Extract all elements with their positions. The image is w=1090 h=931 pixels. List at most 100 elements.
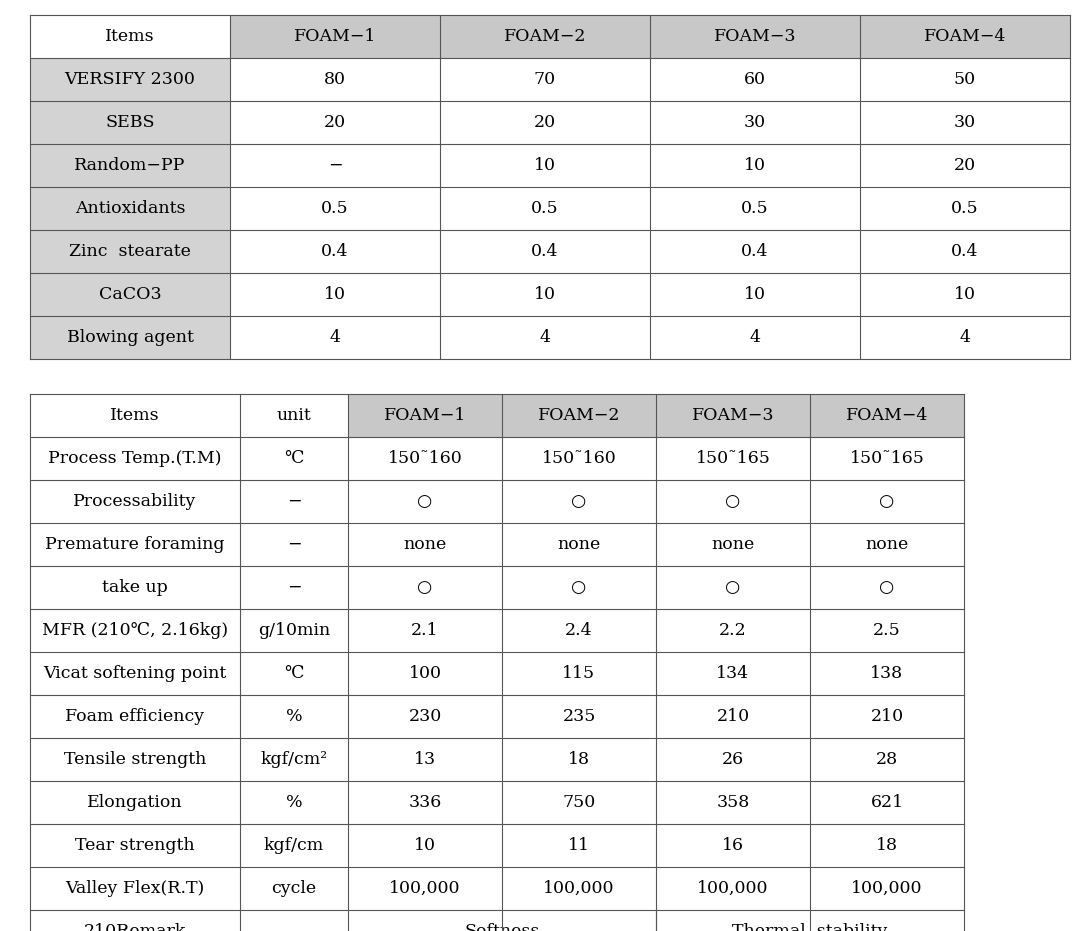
- Text: 0.5: 0.5: [952, 200, 979, 217]
- Bar: [31, 480, 240, 523]
- Bar: [650, 101, 860, 144]
- Text: FOAM−4: FOAM−4: [924, 28, 1006, 45]
- Text: 150˜165: 150˜165: [849, 450, 924, 467]
- Bar: [240, 695, 348, 738]
- Bar: [810, 523, 964, 566]
- Text: 2.1: 2.1: [411, 622, 439, 639]
- Text: MFR (210℃, 2.16kg): MFR (210℃, 2.16kg): [41, 622, 228, 639]
- Text: Thermal  stability: Thermal stability: [732, 923, 887, 931]
- Text: 0.5: 0.5: [531, 200, 559, 217]
- Text: 4: 4: [959, 329, 970, 346]
- Bar: [31, 316, 230, 359]
- Text: 10: 10: [534, 157, 556, 174]
- Bar: [240, 566, 348, 609]
- Text: Items: Items: [110, 407, 160, 424]
- Text: 150˜160: 150˜160: [388, 450, 462, 467]
- Bar: [656, 695, 810, 738]
- Bar: [31, 58, 230, 101]
- Text: Processability: Processability: [73, 493, 196, 510]
- Text: 28: 28: [876, 751, 898, 768]
- Bar: [31, 230, 230, 273]
- Bar: [502, 824, 656, 867]
- Bar: [502, 781, 656, 824]
- Text: 0.4: 0.4: [531, 243, 559, 260]
- Bar: [656, 652, 810, 695]
- Text: −: −: [287, 579, 301, 596]
- Bar: [650, 58, 860, 101]
- Text: FOAM−3: FOAM−3: [692, 407, 774, 424]
- Text: −: −: [328, 157, 342, 174]
- Bar: [656, 437, 810, 480]
- Bar: [810, 824, 964, 867]
- Bar: [860, 15, 1070, 58]
- Bar: [31, 144, 230, 187]
- Text: ○: ○: [571, 493, 586, 510]
- Text: FOAM−2: FOAM−2: [504, 28, 586, 45]
- Text: FOAM−3: FOAM−3: [714, 28, 797, 45]
- Text: ○: ○: [417, 579, 433, 596]
- Text: 138: 138: [871, 665, 904, 682]
- Bar: [656, 394, 810, 437]
- Text: Items: Items: [106, 28, 155, 45]
- Text: 210Remark: 210Remark: [84, 923, 186, 931]
- Bar: [31, 101, 230, 144]
- Text: 100,000: 100,000: [851, 880, 923, 897]
- Bar: [348, 609, 502, 652]
- Text: Zinc  stearate: Zinc stearate: [69, 243, 191, 260]
- Bar: [31, 273, 230, 316]
- Text: −: −: [287, 493, 301, 510]
- Text: CaCO3: CaCO3: [99, 286, 161, 303]
- Bar: [860, 230, 1070, 273]
- Text: 115: 115: [562, 665, 595, 682]
- Bar: [650, 230, 860, 273]
- Bar: [348, 781, 502, 824]
- Text: 100,000: 100,000: [698, 880, 768, 897]
- Bar: [230, 230, 440, 273]
- Bar: [240, 738, 348, 781]
- Bar: [502, 523, 656, 566]
- Bar: [31, 910, 240, 931]
- Text: ○: ○: [726, 493, 740, 510]
- Text: 11: 11: [568, 837, 590, 854]
- Text: 4: 4: [750, 329, 761, 346]
- Text: 210: 210: [716, 708, 750, 725]
- Text: ○: ○: [880, 579, 895, 596]
- Bar: [31, 566, 240, 609]
- Bar: [230, 316, 440, 359]
- Text: 134: 134: [716, 665, 750, 682]
- Bar: [650, 15, 860, 58]
- Bar: [240, 781, 348, 824]
- Bar: [31, 609, 240, 652]
- Bar: [656, 566, 810, 609]
- Text: Softness: Softness: [464, 923, 540, 931]
- Bar: [860, 187, 1070, 230]
- Text: 80: 80: [324, 71, 346, 88]
- Text: 0.4: 0.4: [741, 243, 768, 260]
- Bar: [810, 437, 964, 480]
- Bar: [31, 523, 240, 566]
- Text: Tear strength: Tear strength: [75, 837, 195, 854]
- Text: 358: 358: [716, 794, 750, 811]
- Text: unit: unit: [277, 407, 312, 424]
- Bar: [810, 695, 964, 738]
- Bar: [31, 187, 230, 230]
- Bar: [440, 58, 650, 101]
- Bar: [502, 437, 656, 480]
- Text: ℃: ℃: [284, 665, 304, 682]
- Bar: [440, 144, 650, 187]
- Bar: [860, 58, 1070, 101]
- Text: take up: take up: [102, 579, 168, 596]
- Bar: [240, 910, 348, 931]
- Text: Vicat softening point: Vicat softening point: [44, 665, 227, 682]
- Text: Antioxidants: Antioxidants: [75, 200, 185, 217]
- Text: 26: 26: [722, 751, 744, 768]
- Text: 13: 13: [414, 751, 436, 768]
- Bar: [810, 609, 964, 652]
- Bar: [440, 316, 650, 359]
- Bar: [650, 187, 860, 230]
- Text: ○: ○: [726, 579, 740, 596]
- Text: 4: 4: [540, 329, 550, 346]
- Text: 10: 10: [954, 286, 976, 303]
- Bar: [860, 273, 1070, 316]
- Text: 10: 10: [414, 837, 436, 854]
